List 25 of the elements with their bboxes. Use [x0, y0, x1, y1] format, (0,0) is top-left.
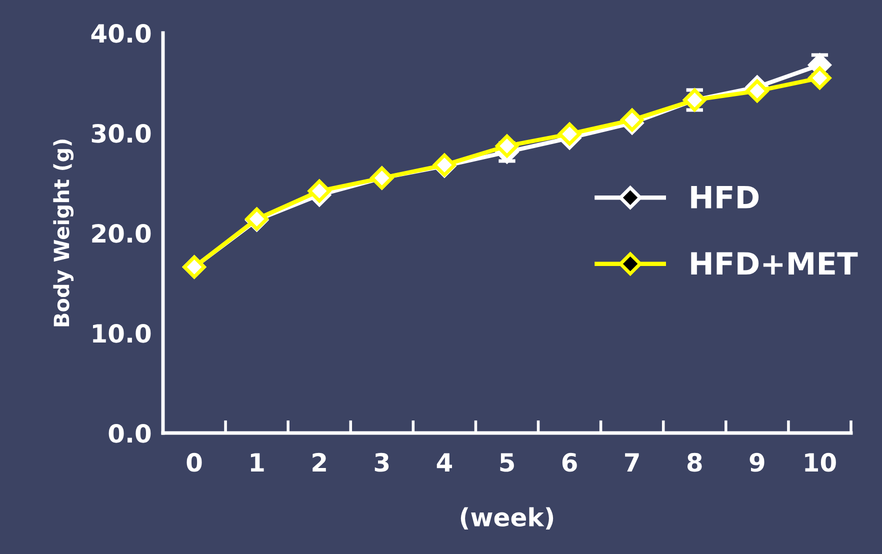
x-tick-label: 9	[750, 452, 764, 472]
x-tick-label: 2	[312, 452, 326, 472]
y-tick-label: 10.0	[93, 324, 151, 343]
point	[558, 122, 582, 146]
point	[808, 66, 832, 90]
point	[308, 179, 331, 203]
x-tick-label: 10	[805, 452, 836, 472]
point	[495, 134, 519, 158]
x-tick-label: 4	[436, 453, 452, 472]
x-tick-label: 7	[625, 453, 639, 472]
y-tick-label: 40.0	[91, 24, 151, 43]
y-tick-label: 20.0	[92, 224, 151, 243]
x-tick-label: 5	[500, 453, 514, 472]
x-tick-label: 3	[374, 452, 389, 472]
point	[746, 79, 769, 103]
x-tick-label: 6	[562, 452, 577, 472]
x-tick-label: 8	[687, 452, 702, 472]
y-axis-title: Body Weight (g)	[53, 140, 74, 326]
x-tick-label: 1	[250, 453, 264, 472]
y-tick-label: 0.0	[108, 424, 151, 443]
x-axis-title: (week)	[460, 507, 554, 530]
legend-label: HFD	[691, 186, 759, 208]
x-tick-label: 0	[186, 452, 202, 472]
y-tick-label: 30.0	[92, 124, 151, 143]
legend-label: HFD+MET	[691, 252, 858, 275]
